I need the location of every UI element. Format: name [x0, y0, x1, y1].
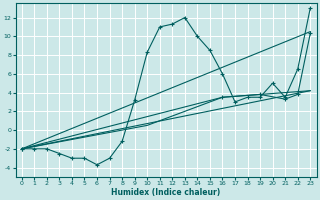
X-axis label: Humidex (Indice chaleur): Humidex (Indice chaleur)	[111, 188, 221, 197]
